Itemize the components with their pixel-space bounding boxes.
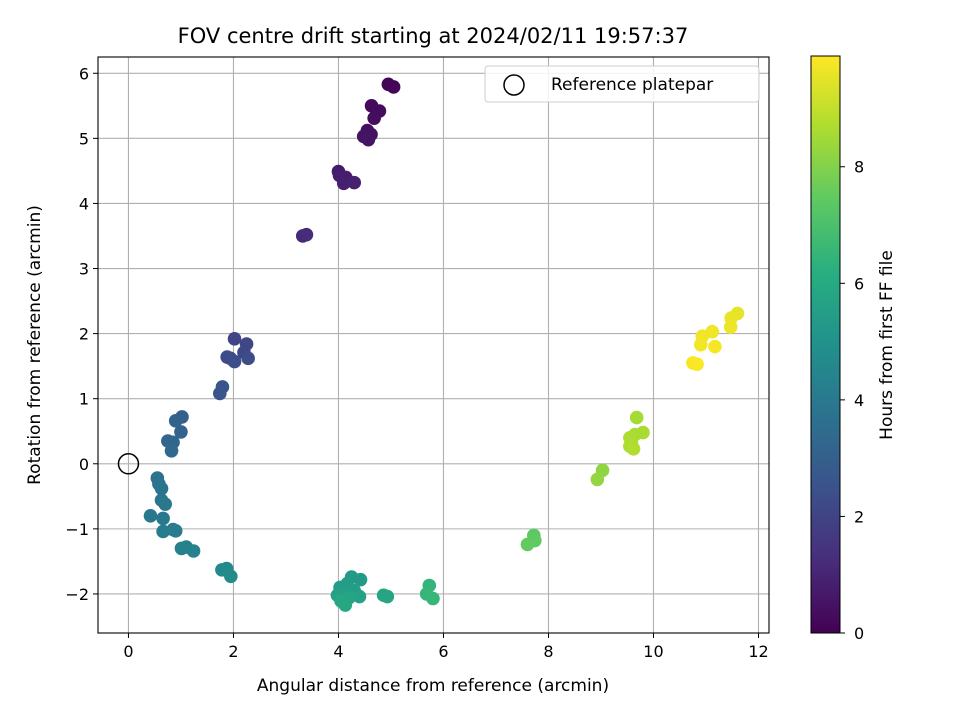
scatter-point [693, 337, 708, 352]
scatter-point [636, 425, 650, 440]
colorbar-tick-label: 6 [854, 274, 864, 293]
y-tick-label: 5 [79, 129, 89, 148]
x-tick-label: 4 [333, 642, 343, 661]
plot-area-frame [97, 56, 770, 634]
scatter-point [154, 481, 169, 496]
colorbar-tick-label: 8 [854, 158, 864, 177]
scatter-point [380, 589, 395, 604]
scatter-point [336, 176, 351, 191]
scatter-point [213, 386, 227, 401]
scatter-point [347, 175, 362, 190]
scatter-point [367, 111, 381, 125]
legend: Reference platepar [484, 65, 760, 103]
reference-platepar-marker [117, 453, 140, 475]
scatter-point [338, 598, 353, 612]
scatter-point [626, 442, 641, 456]
colorbar: 0 2 4 6 8 Hours from first FF file [810, 55, 897, 643]
scatter-point [690, 357, 704, 372]
scatter-point [352, 589, 367, 604]
colorbar-tick-label: 2 [854, 507, 864, 526]
scatter-point [590, 472, 605, 487]
data-points [143, 77, 745, 612]
grid-lines [98, 57, 769, 633]
scatter-point [168, 524, 183, 538]
scatter-point [520, 537, 535, 552]
y-tick-label: 1 [79, 390, 89, 409]
scatter-point [174, 425, 188, 439]
colorbar-ticks: 0 2 4 6 8 [840, 158, 864, 643]
y-tick-label: 0 [79, 455, 89, 474]
x-tick-label: 6 [438, 642, 448, 661]
x-tick-label: 0 [123, 642, 133, 661]
scatter-point [708, 339, 722, 354]
tick-marks [93, 72, 759, 638]
scatter-point [241, 351, 255, 366]
scatter-point [186, 544, 201, 558]
legend-marker-reference [503, 74, 525, 96]
scatter-point [156, 511, 170, 526]
scatter-point [361, 132, 376, 147]
scatter-point [227, 332, 242, 346]
y-tick-label: 2 [79, 325, 89, 344]
scatter-point [158, 497, 173, 511]
colorbar-tick-label: 0 [854, 624, 864, 643]
scatter-point [299, 227, 314, 242]
x-tick-label: 2 [228, 642, 238, 661]
scatter-point [224, 569, 238, 584]
colorbar-tick-label: 4 [854, 391, 864, 410]
x-tick-label: 8 [543, 642, 553, 661]
chart-title: FOV centre drift starting at 2024/02/11 … [178, 24, 689, 48]
y-tick-label: −2 [65, 585, 89, 604]
scatter-point [386, 80, 401, 94]
x-tick-label: 10 [643, 642, 663, 661]
colorbar-gradient [810, 55, 841, 634]
scatter-point [143, 509, 158, 523]
legend-box [484, 65, 760, 103]
x-tick-label: 12 [748, 642, 768, 661]
y-tick-label: 3 [79, 260, 89, 279]
legend-label-reference: Reference platepar [551, 75, 713, 95]
scatter-point [164, 443, 179, 458]
y-axis-title: Rotation from reference (arcmin) [25, 205, 45, 485]
scatter-point [156, 524, 170, 539]
y-tick-label: −1 [65, 520, 89, 539]
scatter-point [227, 354, 242, 369]
scatter-point [426, 591, 440, 606]
scatter-point [353, 572, 368, 587]
x-axis-title: Angular distance from reference (arcmin) [257, 676, 609, 696]
colorbar-label: Hours from first FF file [877, 250, 897, 440]
scatter-point [723, 320, 738, 334]
scatter-point [168, 414, 183, 428]
y-tick-label: 6 [79, 64, 89, 83]
scatter-point [629, 410, 644, 425]
y-tick-label: 4 [79, 194, 89, 213]
scatter-point [174, 541, 189, 556]
